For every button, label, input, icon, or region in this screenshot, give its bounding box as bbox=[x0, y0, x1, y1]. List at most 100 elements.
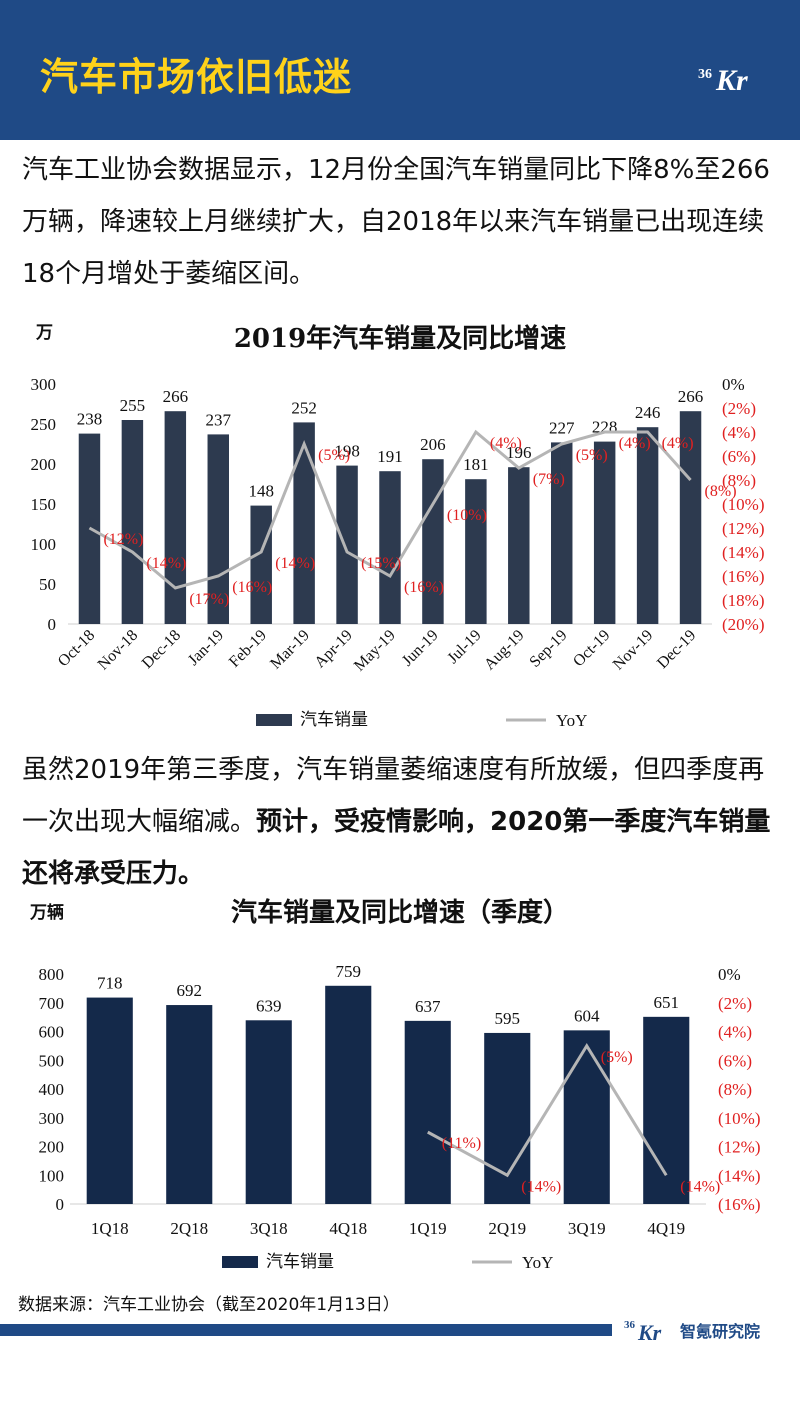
y-tick-label: 800 bbox=[39, 965, 65, 984]
x-tick-label: Jun-19 bbox=[399, 627, 442, 670]
legend-label-yoy: YoY bbox=[556, 711, 587, 730]
bar-value-label: 206 bbox=[420, 435, 446, 454]
yoy-value-label: (14%) bbox=[275, 555, 315, 572]
yoy-value-label: (14%) bbox=[521, 1178, 561, 1195]
x-tick-label: Oct-19 bbox=[570, 627, 613, 670]
chart2-unit: 万辆 bbox=[30, 903, 64, 923]
y2-tick-label: 0% bbox=[718, 965, 741, 984]
x-tick-label: Aug-19 bbox=[481, 627, 528, 674]
y2-tick-label: (12%) bbox=[718, 1138, 760, 1157]
chart2-title: 汽车销量及同比增速（季度） bbox=[230, 898, 569, 928]
x-tick-label: Sep-19 bbox=[526, 627, 570, 671]
bar bbox=[164, 411, 187, 624]
bar bbox=[325, 985, 372, 1204]
footer-label: 智氪研究院 bbox=[680, 1322, 761, 1341]
bar bbox=[245, 1020, 292, 1204]
y-tick-label: 300 bbox=[31, 375, 57, 394]
bar bbox=[379, 471, 401, 624]
yoy-line bbox=[88, 429, 692, 590]
yoy-value-label: (11%) bbox=[442, 1135, 481, 1152]
yoy-value-label: (15%) bbox=[361, 555, 401, 572]
y-tick-label: 0 bbox=[56, 1195, 65, 1214]
bar-value-label: 238 bbox=[77, 410, 103, 429]
y2-tick-label: (14%) bbox=[722, 543, 764, 562]
y2-tick-label: (2%) bbox=[718, 994, 752, 1013]
bar bbox=[563, 1030, 610, 1204]
y2-tick-label: (18%) bbox=[722, 591, 764, 610]
bar bbox=[636, 427, 659, 624]
bar-value-label: 595 bbox=[495, 1009, 521, 1028]
yoy-value-label: (14%) bbox=[146, 555, 186, 572]
y-tick-label: 400 bbox=[39, 1080, 65, 1099]
x-tick-label: 1Q18 bbox=[91, 1219, 129, 1238]
yoy-value-label: (14%) bbox=[680, 1178, 720, 1195]
y2-tick-label: (6%) bbox=[722, 447, 756, 466]
bar-value-label: 639 bbox=[256, 996, 282, 1015]
mid-paragraph: 虽然2019年第三季度，汽车销量萎缩速度有所放缓，但四季度再一次出现大幅缩减。预… bbox=[22, 744, 782, 900]
x-tick-label: Nov-19 bbox=[610, 627, 657, 674]
yoy-value-label: (5%) bbox=[576, 447, 608, 464]
chart1-title: 2019年汽车销量及同比增速 bbox=[233, 324, 567, 354]
yoy-value-label: (4%) bbox=[662, 435, 694, 452]
y-tick-label: 200 bbox=[31, 455, 57, 474]
legend-label-sales: 汽车销量 bbox=[300, 710, 368, 729]
y2-tick-label: (14%) bbox=[718, 1166, 760, 1185]
y2-tick-label: (8%) bbox=[722, 471, 756, 490]
yoy-value-label: (16%) bbox=[404, 579, 444, 596]
bar-value-label: 604 bbox=[574, 1006, 600, 1025]
bar-value-label: 255 bbox=[120, 396, 146, 415]
x-tick-label: Nov-18 bbox=[95, 627, 142, 674]
y-tick-label: 50 bbox=[39, 575, 56, 594]
svg-text:Kr: Kr bbox=[715, 64, 748, 94]
yoy-value-label: (10%) bbox=[447, 507, 487, 524]
bar-value-label: 237 bbox=[206, 410, 232, 429]
y2-tick-label: (4%) bbox=[722, 423, 756, 442]
yoy-value-label: (4%) bbox=[490, 435, 522, 452]
intro-paragraph: 汽车工业协会数据显示，12月份全国汽车销量同比下降8%至266万辆，降速较上月继… bbox=[22, 155, 770, 289]
footer-bar bbox=[0, 1324, 612, 1336]
bar bbox=[422, 459, 444, 624]
x-tick-label: Feb-19 bbox=[226, 627, 270, 671]
yoy-value-label: (17%) bbox=[189, 591, 229, 608]
mid-paragraph-bold: 预计，受疫情影响，2020第一季度汽车销量还将承受压力。 bbox=[22, 807, 771, 889]
bar-value-label: 246 bbox=[635, 403, 661, 422]
chart1-unit: 万 bbox=[36, 323, 53, 343]
bar bbox=[404, 1020, 451, 1204]
bar bbox=[551, 442, 573, 624]
y-tick-label: 100 bbox=[31, 535, 57, 554]
x-tick-label: 3Q19 bbox=[568, 1219, 606, 1238]
y2-tick-label: (6%) bbox=[718, 1051, 752, 1070]
bar bbox=[293, 422, 315, 624]
y-tick-label: 150 bbox=[31, 495, 57, 514]
y2-tick-label: (16%) bbox=[718, 1195, 760, 1214]
yoy-value-label: (12%) bbox=[103, 531, 143, 548]
y2-tick-label: (12%) bbox=[722, 519, 764, 538]
svg-text:36: 36 bbox=[624, 1319, 636, 1331]
svg-text:Kr: Kr bbox=[637, 1320, 662, 1342]
x-tick-label: Jul-19 bbox=[444, 627, 484, 667]
x-tick-label: 4Q18 bbox=[329, 1219, 367, 1238]
x-tick-label: Apr-19 bbox=[311, 627, 355, 671]
y-tick-label: 100 bbox=[39, 1166, 65, 1185]
bar-value-label: 181 bbox=[463, 455, 489, 474]
yoy-value-label: (16%) bbox=[232, 579, 272, 596]
yoy-value-label: (4%) bbox=[619, 435, 651, 452]
mid-paragraph-normal: 虽然2019年第三季度，汽车销量萎缩速度有所放缓，但四季度再一次出现大幅缩减。 bbox=[22, 755, 765, 837]
x-tick-label: Oct-18 bbox=[55, 627, 98, 670]
bar bbox=[86, 997, 133, 1204]
x-tick-label: 2Q18 bbox=[170, 1219, 208, 1238]
bar-value-label: 196 bbox=[506, 443, 532, 462]
bar-value-label: 759 bbox=[336, 962, 362, 981]
y-tick-label: 250 bbox=[31, 415, 57, 434]
svg-text:36: 36 bbox=[698, 67, 712, 82]
x-tick-label: Mar-19 bbox=[267, 627, 313, 673]
quarterly-sales-chart: 0 100 200 300 400 500 600 700 800 0% (2%) (4%) (6%) (… bbox=[39, 962, 761, 1272]
bar-value-label: 718 bbox=[97, 974, 123, 993]
x-tick-label: Jan-19 bbox=[185, 627, 227, 669]
bar-value-label: 227 bbox=[549, 418, 575, 437]
bar-value-label: 266 bbox=[678, 387, 704, 406]
x-tick-label: 4Q19 bbox=[647, 1219, 685, 1238]
y-tick-label: 200 bbox=[39, 1138, 65, 1157]
y-tick-label: 300 bbox=[39, 1109, 65, 1128]
